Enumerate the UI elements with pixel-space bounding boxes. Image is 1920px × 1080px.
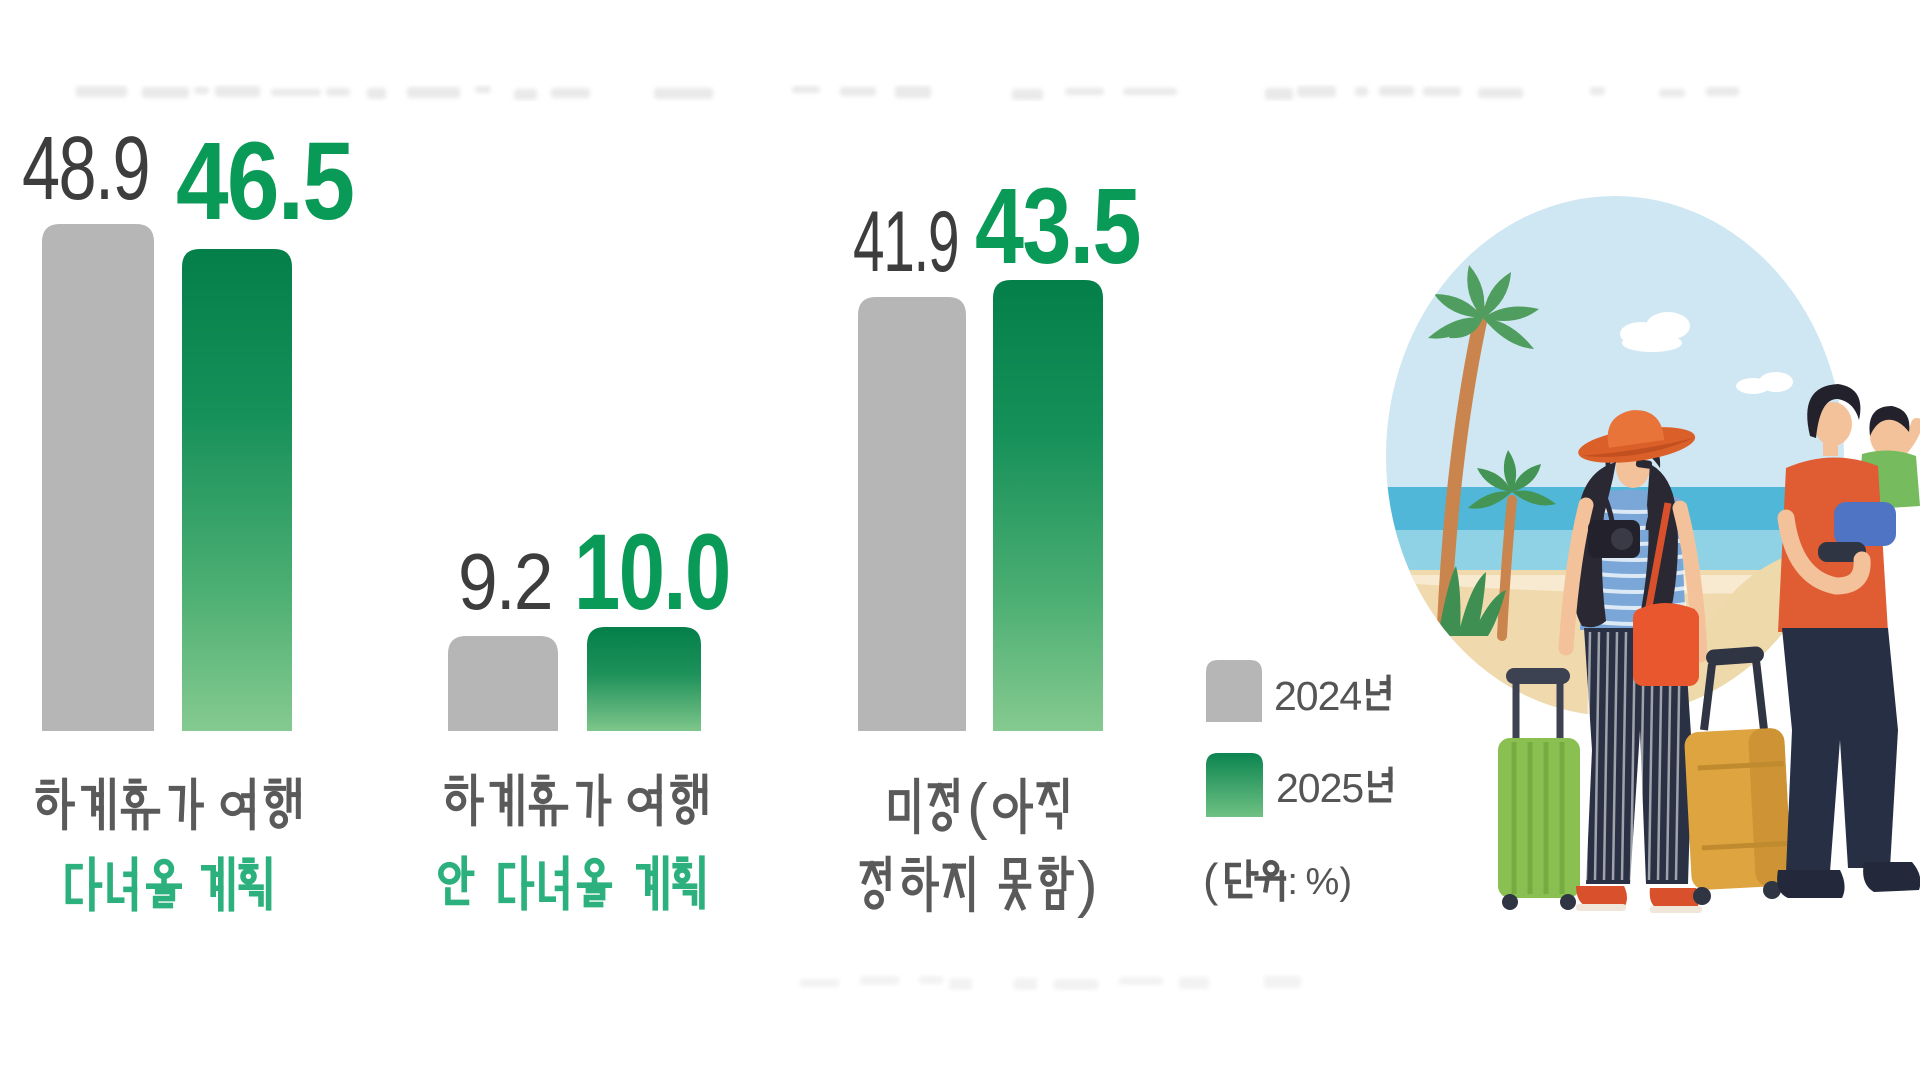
svg-text:: %): : %) [1287, 861, 1352, 903]
svg-text:2024: 2024 [1274, 673, 1361, 719]
svg-text:46.5: 46.5 [176, 119, 353, 242]
svg-text:(: ( [967, 772, 988, 841]
svg-text:9.2: 9.2 [458, 537, 552, 627]
svg-text:): ) [1077, 850, 1098, 919]
svg-text:10.0: 10.0 [574, 513, 730, 633]
svg-text:48.9: 48.9 [22, 118, 149, 218]
svg-text:2025: 2025 [1276, 765, 1363, 811]
svg-text:43.5: 43.5 [975, 165, 1140, 286]
svg-text:41.9: 41.9 [853, 194, 958, 290]
svg-text:(: ( [1203, 854, 1219, 906]
